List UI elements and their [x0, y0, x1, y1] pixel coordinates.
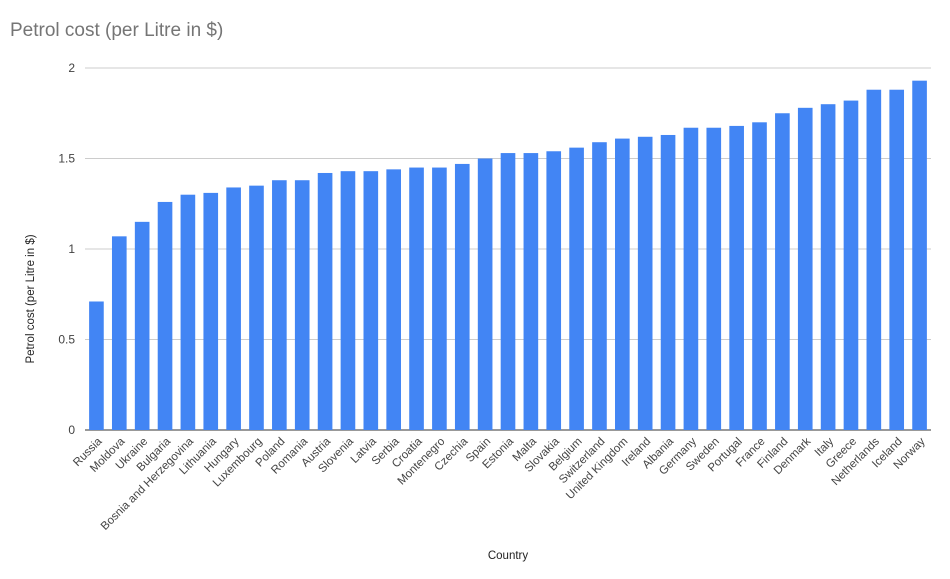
- bar: [866, 89, 882, 430]
- bar: [637, 136, 653, 430]
- x-axis-title: Country: [488, 550, 529, 562]
- bar: [660, 134, 676, 430]
- bar: [889, 89, 905, 430]
- bar: [569, 147, 584, 430]
- bar: [317, 172, 333, 431]
- bar: [386, 169, 401, 431]
- bar: [409, 167, 424, 431]
- bar: [592, 142, 607, 430]
- bar: [272, 180, 287, 430]
- bar: [912, 80, 927, 431]
- y-tick-label: 1: [68, 242, 75, 256]
- bar: [706, 127, 722, 430]
- bar: [615, 138, 630, 430]
- bar: [340, 171, 356, 431]
- bar: [203, 192, 219, 430]
- bar: [820, 104, 836, 430]
- bar: [523, 153, 539, 430]
- y-axis-title: Petrol cost (per Litre in $): [25, 234, 37, 363]
- chart-title: Petrol cost (per Litre in $): [10, 20, 224, 41]
- bar: [752, 122, 767, 431]
- bar: [546, 151, 562, 430]
- bar: [294, 180, 310, 430]
- bar: [249, 185, 264, 430]
- bar: [226, 187, 241, 430]
- bar: [843, 100, 859, 430]
- bar: [363, 171, 379, 431]
- bar: [180, 194, 196, 430]
- bar: [477, 158, 493, 430]
- y-axis-ticks: 0 0.5 1 1.5 2: [58, 61, 75, 437]
- bar: [500, 153, 516, 430]
- y-tick-label: 0: [68, 423, 75, 437]
- bar: [683, 127, 699, 430]
- bar: [797, 107, 813, 430]
- y-tick-label: 0.5: [58, 333, 75, 347]
- bar: [729, 125, 744, 431]
- y-tick-label: 2: [68, 61, 75, 75]
- bar: [89, 301, 104, 430]
- y-tick-label: 1.5: [58, 152, 75, 166]
- bar: [454, 163, 470, 430]
- bars: [89, 80, 927, 431]
- bar: [111, 236, 127, 430]
- bar: [157, 201, 173, 430]
- bar: [134, 221, 150, 430]
- bar: [432, 167, 447, 431]
- bar: [775, 113, 790, 430]
